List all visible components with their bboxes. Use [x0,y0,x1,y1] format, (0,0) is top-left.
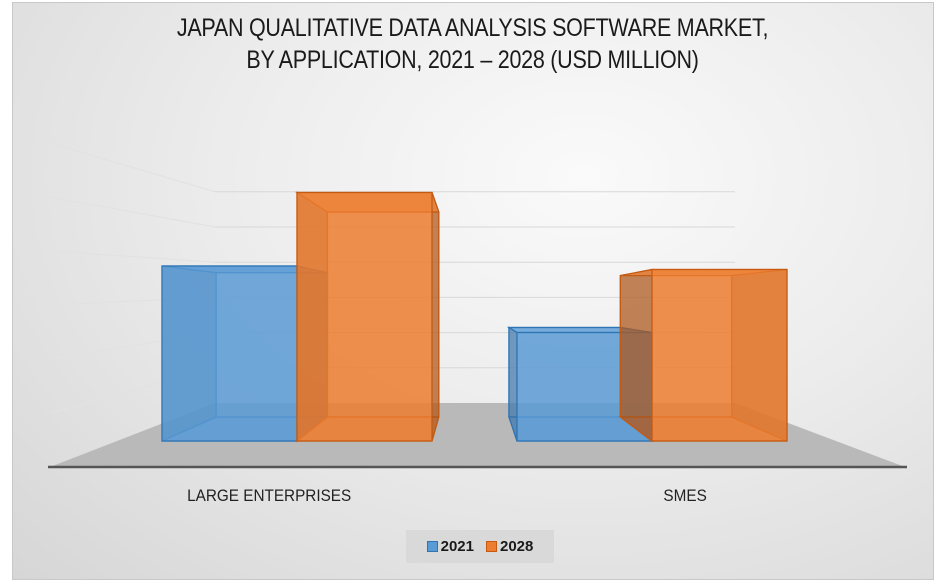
legend-swatch [426,541,438,552]
gridline [49,142,216,193]
legend-item-2021: 2021 [426,538,474,555]
category-label: LARGE ENTERPRISES [187,486,352,505]
legend: 2021 2028 [406,530,554,563]
gridline [49,250,216,263]
bar-right-face [431,192,440,442]
bar-2028-1 [651,268,788,442]
bar-2028-0 [296,191,433,442]
bar-left-face [619,268,653,443]
legend-item-2028: 2028 [486,538,533,555]
legend-swatch [486,541,497,552]
gridline [49,196,216,228]
chart-title: JAPAN QUALITATIVE DATA ANALYSIS SOFTWARE… [176,14,769,42]
legend-label: 2021 [440,538,474,555]
legend-label: 2028 [500,538,534,555]
category-label: SMES [663,486,707,505]
bar-2021-0 [161,265,298,442]
chart-subtitle: BY APPLICATION, 2021 – 2028 (USD MILLION… [246,46,699,74]
